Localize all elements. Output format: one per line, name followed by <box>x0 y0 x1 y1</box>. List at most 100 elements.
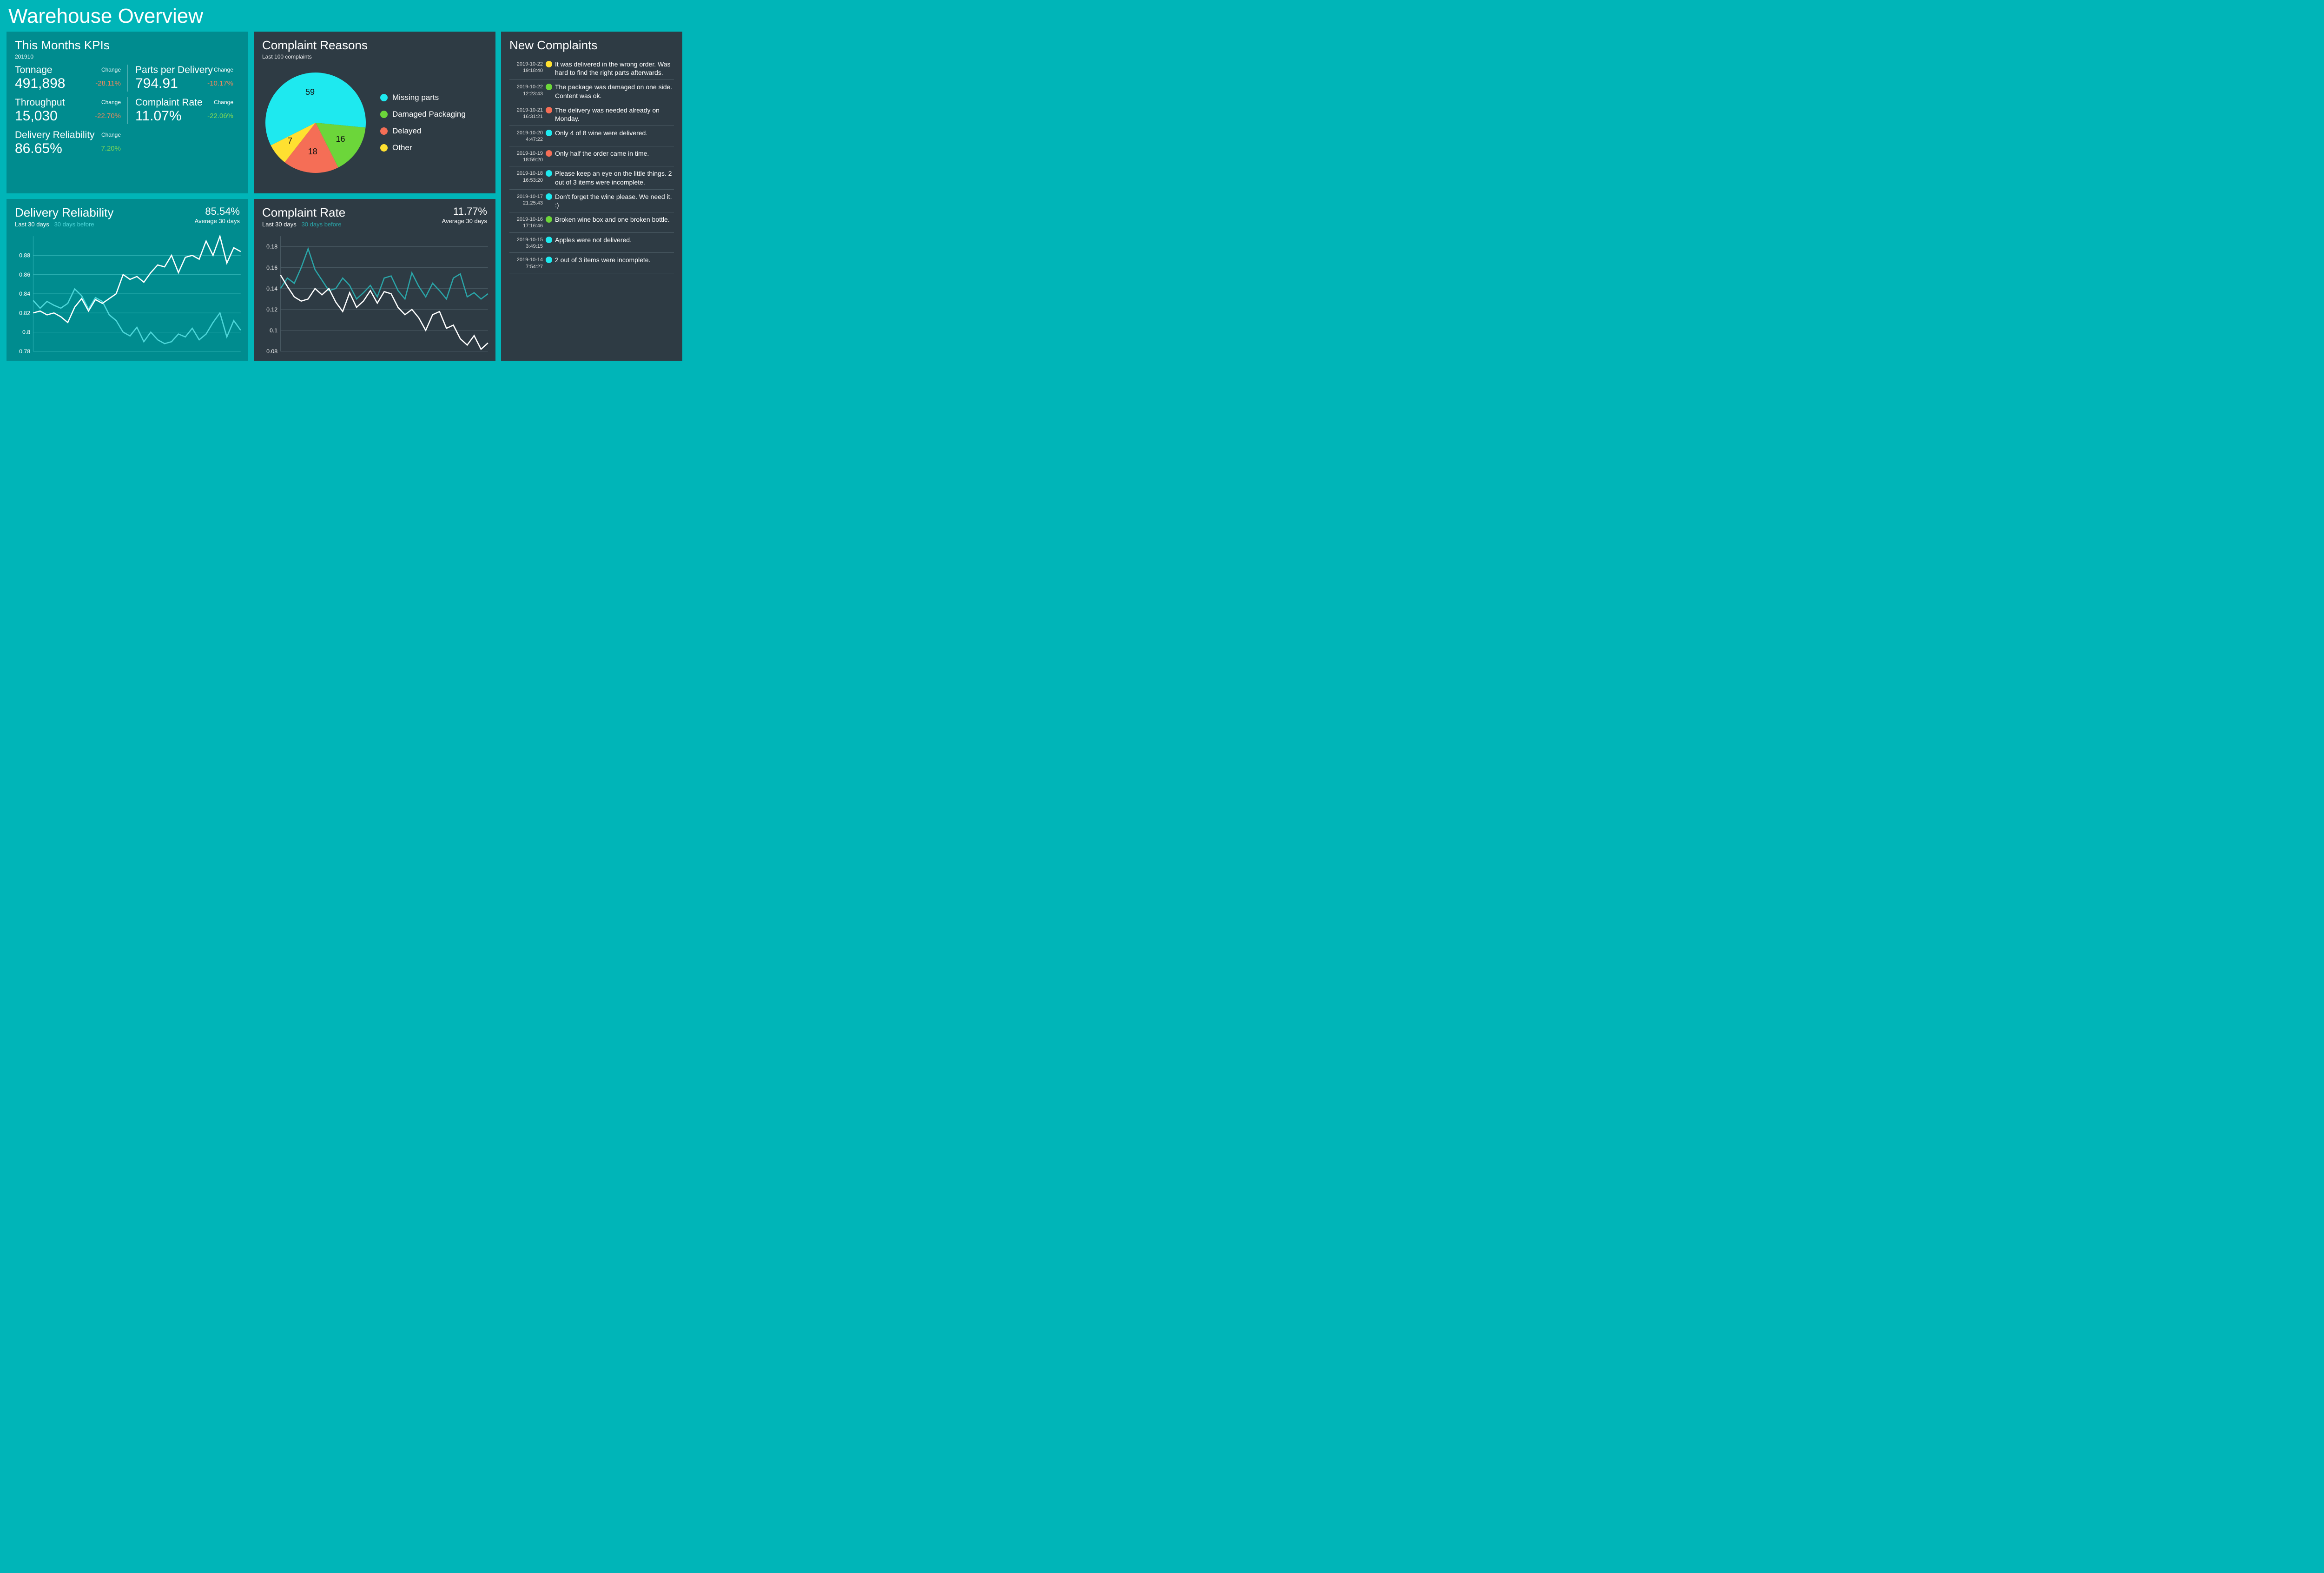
complaint-category-icon <box>546 84 552 90</box>
kpi-complaint-rate: Complaint Rate11.07%Change-22.06% <box>127 97 240 124</box>
complaint-timestamp: 2019-10-1721:25:43 <box>509 192 543 209</box>
legend-label: Missing parts <box>392 93 439 102</box>
delivery-reliability-panel: Delivery Reliability Last 30 days 30 day… <box>7 199 248 361</box>
complaint-item[interactable]: 2019-10-1721:25:43Don't forget the wine … <box>509 190 674 212</box>
delivery-reliability-title: Delivery Reliability <box>15 205 113 220</box>
svg-text:0.18: 0.18 <box>266 244 277 250</box>
kpi-change-label: Change <box>207 99 233 106</box>
legend-label: Other <box>392 143 412 152</box>
pie-legend: Missing parts Damaged Packaging Delayed Oth… <box>380 93 466 152</box>
chart-legend: Last 30 days 30 days before <box>262 221 345 228</box>
kpi-delivery-reliability: Delivery Reliability86.65%Change7.20% <box>15 130 127 157</box>
complaint-timestamp: 2019-10-2219:18:40 <box>509 60 543 77</box>
kpi-panel-title: This Months KPIs <box>15 38 240 53</box>
kpi-change: -22.06% <box>207 112 233 120</box>
reliability-avg-label: Average 30 days <box>195 218 240 225</box>
kpi-change: -22.70% <box>95 112 121 120</box>
kpi-change: -28.11% <box>95 79 121 87</box>
pie-chart: 59 16 18 7 <box>262 69 369 176</box>
complaint-timestamp: 2019-10-1918:59:20 <box>509 149 543 164</box>
new-complaints-panel: New Complaints 2019-10-2219:18:40 It was … <box>501 32 682 361</box>
complaint-text: 2 out of 3 items were incomplete. <box>555 256 674 270</box>
complaint-category-icon <box>546 130 552 136</box>
svg-text:0.12: 0.12 <box>266 306 277 313</box>
legend-dot-icon <box>380 111 388 118</box>
complaint-reasons-panel: Complaint Reasons Last 100 complaints 59… <box>254 32 495 193</box>
pie-slice-label: 16 <box>336 134 345 144</box>
legend-item: Damaged Packaging <box>380 110 466 119</box>
complaint-text: The delivery was needed already on Monda… <box>555 106 674 123</box>
legend-item: Delayed <box>380 126 466 136</box>
svg-text:0.86: 0.86 <box>19 271 30 278</box>
complaint-timestamp: 2019-10-1617:16:46 <box>509 215 543 230</box>
legend-dot-icon <box>380 144 388 152</box>
reliability-line-chart: 0.78 0.8 0.82 0.84 0.86 0.88 <box>13 233 244 356</box>
pie-slice-label: 59 <box>305 87 315 97</box>
kpi-change: 7.20% <box>101 145 121 152</box>
complaint-text: Please keep an eye on the little things.… <box>555 169 674 186</box>
svg-text:0.88: 0.88 <box>19 252 30 259</box>
kpi-tonnage: Tonnage491,898Change-28.11% <box>15 65 127 92</box>
complaint-category-icon <box>546 150 552 157</box>
legend-label: Delayed <box>392 126 421 136</box>
kpi-change-label: Change <box>95 99 121 106</box>
complaint-rate-title: Complaint Rate <box>262 205 345 220</box>
svg-text:0.16: 0.16 <box>266 264 277 271</box>
complaint-item[interactable]: 2019-10-1816:53:20 Please keep an eye on … <box>509 166 674 189</box>
kpi-change-label: Change <box>101 132 121 138</box>
complaint-text: The package was damaged on one side. Con… <box>555 83 674 99</box>
page-title: Warehouse Overview <box>0 0 683 32</box>
complaint-timestamp: 2019-10-147:54:27 <box>509 256 543 270</box>
complaint-category-icon <box>546 257 552 263</box>
complaint-timestamp: 2019-10-2212:23:43 <box>509 83 543 99</box>
complaint-item[interactable]: 2019-10-204:47:22 Only 4 of 8 wine were d… <box>509 126 674 146</box>
legend-dot-icon <box>380 94 388 101</box>
svg-text:0.84: 0.84 <box>19 291 30 297</box>
kpi-parts-per-delivery: Parts per Delivery794.91Change-10.17% <box>127 65 240 92</box>
complaint-timestamp: 2019-10-153:49:15 <box>509 236 543 250</box>
chart-legend: Last 30 days 30 days before <box>15 221 113 228</box>
complaint-timestamp: 2019-10-204:47:22 <box>509 129 543 143</box>
complaint-reasons-title: Complaint Reasons <box>262 38 487 53</box>
complaint-item[interactable]: 2019-10-1918:59:20Only half the order ca… <box>509 146 674 167</box>
svg-text:0.14: 0.14 <box>266 285 277 292</box>
kpi-change-label: Change <box>95 66 121 73</box>
complaint-rate-panel: Complaint Rate Last 30 days 30 days befo… <box>254 199 495 361</box>
svg-text:0.82: 0.82 <box>19 310 30 316</box>
legend-item: Other <box>380 143 466 152</box>
complaint-item[interactable]: 2019-10-153:49:15 Apples were not deliver… <box>509 233 674 253</box>
complaint-timestamp: 2019-10-1816:53:20 <box>509 169 543 186</box>
complaint-category-icon <box>546 193 552 200</box>
complaint-text: Broken wine box and one broken bottle. <box>555 215 674 230</box>
legend-item: Missing parts <box>380 93 466 102</box>
complaint-category-icon <box>546 170 552 177</box>
svg-text:0.8: 0.8 <box>22 329 30 336</box>
kpi-change-label: Change <box>207 66 233 73</box>
svg-text:0.1: 0.1 <box>270 327 277 334</box>
complaint-text: Only 4 of 8 wine were delivered. <box>555 129 674 143</box>
complaint-avg-value: 11.77% <box>442 205 487 218</box>
kpi-panel: This Months KPIs 201910 Tonnage491,898Ch… <box>7 32 248 193</box>
complaint-category-icon <box>546 216 552 223</box>
complaint-category-icon <box>546 107 552 113</box>
complaint-item[interactable]: 2019-10-2219:18:40 It was delivered in th… <box>509 57 674 80</box>
complaint-text: It was delivered in the wrong order. Was… <box>555 60 674 77</box>
complaint-item[interactable]: 2019-10-2116:31:21 The delivery was neede… <box>509 103 674 126</box>
complaint-category-icon <box>546 61 552 67</box>
complaint-timestamp: 2019-10-2116:31:21 <box>509 106 543 123</box>
complaint-rate-line-chart: 0.080.10.120.140.160.18 <box>260 233 491 356</box>
pie-slice-label: 18 <box>308 147 317 157</box>
complaint-reasons-subtitle: Last 100 complaints <box>262 53 487 60</box>
pie-slice-label: 7 <box>288 136 292 146</box>
complaint-item[interactable]: 2019-10-1617:16:46 Broken wine box and on… <box>509 212 674 233</box>
new-complaints-title: New Complaints <box>509 38 674 53</box>
complaint-item[interactable]: 2019-10-147:54:27 2 out of 3 items were i… <box>509 253 674 273</box>
complaint-category-icon <box>546 237 552 243</box>
complaint-avg-label: Average 30 days <box>442 218 487 225</box>
kpi-throughput: Throughput15,030Change-22.70% <box>15 97 127 124</box>
complaint-text: Apples were not delivered. <box>555 236 674 250</box>
legend-label: Damaged Packaging <box>392 110 466 119</box>
complaint-item[interactable]: 2019-10-2212:23:43 The package was damage… <box>509 80 674 103</box>
svg-text:0.78: 0.78 <box>19 348 30 355</box>
kpi-change: -10.17% <box>207 79 233 87</box>
